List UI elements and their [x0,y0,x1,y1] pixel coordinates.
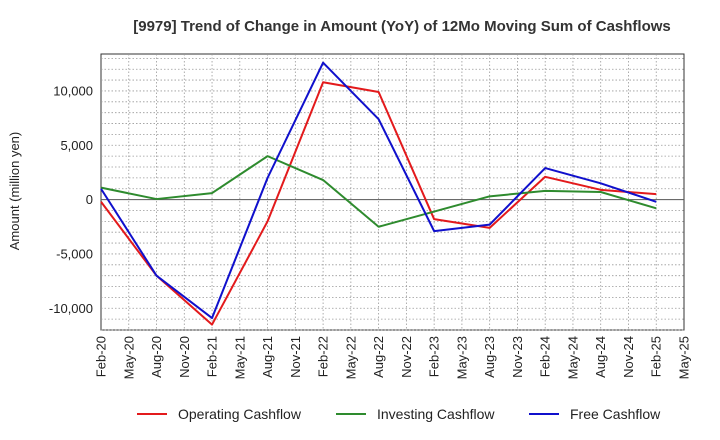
x-tick-label: Feb-20 [94,336,109,377]
y-tick-label: -5,000 [56,246,93,261]
x-tick-label: Nov-22 [399,336,414,378]
y-tick-labels: 10,000 5,000 0 -5,000 -10,000 [49,83,93,315]
legend-label: Free Cashflow [570,406,661,422]
x-tick-label: May-20 [121,336,136,379]
chart-title: [9979] Trend of Change in Amount (YoY) o… [133,18,671,35]
x-tick-label: Nov-20 [177,336,192,378]
x-tick-label: May-23 [454,336,469,379]
x-tick-label: Aug-22 [371,336,386,378]
series-line-free-cashflow [100,61,657,320]
x-tick-label: Feb-21 [205,336,220,377]
x-tick-label: Aug-24 [593,336,608,378]
x-tick-label: Nov-24 [621,336,636,378]
x-tick-label: Nov-23 [510,336,525,378]
y-tick-label: -10,000 [49,301,93,316]
x-tick-label: Nov-21 [288,336,303,378]
x-tick-label: Feb-23 [427,336,442,377]
x-tick-label: Feb-24 [538,336,553,377]
y-tick-label: 10,000 [53,83,93,98]
y-axis-label: Amount (million yen) [7,132,22,251]
x-tick-label: May-24 [565,336,580,379]
x-tick-label: May-25 [677,336,692,379]
series-line-operating-cashflow [100,81,657,326]
x-tick-label: Feb-25 [649,336,664,377]
legend: Operating Cashflow Investing Cashflow Free… [137,406,661,422]
y-tick-label: 5,000 [60,138,93,153]
series-line-investing-cashflow [100,155,657,228]
x-tick-label: May-22 [343,336,358,379]
x-tick-label: Aug-21 [260,336,275,378]
x-tick-label: Aug-20 [149,336,164,378]
series-layer [100,61,657,326]
x-tick-label: Feb-22 [316,336,331,377]
legend-label: Investing Cashflow [377,406,495,422]
x-tick-label: May-21 [232,336,247,379]
x-tick-labels: Feb-20 May-20 Aug-20 Nov-20 Feb-21 May-21 Aug-… [94,336,692,379]
x-tick-label: Aug-23 [482,336,497,378]
legend-label: Operating Cashflow [178,406,302,422]
y-tick-label: 0 [86,192,93,207]
